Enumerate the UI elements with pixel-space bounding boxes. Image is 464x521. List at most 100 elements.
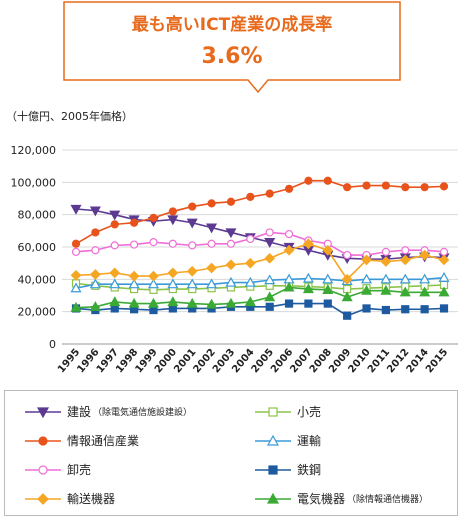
data-point (186, 265, 198, 277)
data-point (147, 278, 159, 289)
data-point (381, 305, 390, 315)
data-point (70, 204, 82, 215)
data-point (244, 276, 256, 287)
legend-item: 運輸 (255, 432, 321, 449)
data-point (420, 305, 429, 314)
legend-swatch (255, 464, 291, 475)
y-tick-label: 40,000 (18, 273, 57, 286)
data-point (130, 218, 139, 227)
data-point (439, 247, 449, 256)
y-axis-unit-label: （十億円、2005年価格） (6, 110, 133, 123)
data-point (110, 241, 119, 250)
data-point (265, 302, 274, 311)
legend-swatch (255, 434, 291, 446)
data-point (91, 246, 100, 255)
legend-swatch (25, 435, 61, 446)
data-point (186, 218, 198, 229)
data-point (343, 311, 352, 320)
data-point (89, 278, 101, 289)
data-point (264, 274, 276, 285)
data-point (109, 267, 121, 279)
legend-marker (266, 492, 280, 504)
legend-swatch (255, 492, 291, 504)
data-point (322, 244, 334, 256)
legend-marker (268, 464, 278, 475)
data-point (167, 296, 179, 307)
data-point (91, 228, 100, 237)
series-6 (70, 238, 450, 285)
series-4 (71, 228, 449, 260)
data-point (168, 207, 177, 216)
y-tick-label: 0 (49, 338, 56, 351)
data-point (420, 183, 429, 192)
y-tick-label: 80,000 (18, 209, 57, 222)
data-point (89, 301, 101, 311)
data-point (226, 197, 236, 206)
data-point (206, 223, 218, 234)
callout-title: 最も高いICT産業の成長率 (132, 14, 332, 35)
data-point (361, 254, 372, 266)
data-point (70, 269, 82, 281)
data-point (419, 273, 431, 284)
legend-item: 電気機器 （除情報通信機器） (255, 490, 428, 507)
data-point (225, 259, 237, 271)
data-point (439, 304, 449, 313)
series-5 (71, 299, 449, 320)
y-tick-label: 60,000 (18, 241, 57, 254)
legend-marker (38, 435, 48, 446)
legend-swatch (25, 464, 61, 475)
legend-swatch (25, 406, 61, 418)
data-point (225, 297, 237, 308)
data-point (380, 273, 392, 284)
data-point (206, 298, 218, 309)
data-point (304, 299, 313, 308)
data-point (304, 176, 313, 185)
data-point (246, 192, 255, 201)
legend-item: 鉄鋼 (255, 461, 321, 478)
series-line (75, 286, 444, 309)
legend-label: 運輸 (297, 434, 322, 448)
legend-marker (36, 406, 50, 418)
data-point (128, 278, 140, 289)
data-point (264, 252, 276, 264)
data-point (168, 239, 177, 248)
y-tick-label: 120,000 (11, 144, 57, 157)
legend-note: （除電気通信施設建設） (93, 408, 193, 418)
legend-label: 輸送機器 (67, 492, 116, 506)
series-line (75, 179, 445, 245)
data-point (362, 181, 371, 190)
legend-marker (38, 464, 48, 475)
legend-label: 建設 (67, 405, 92, 419)
data-point (322, 273, 334, 284)
legend-item: 建設 （除電気通信施設建設） (25, 403, 192, 420)
data-point (90, 269, 101, 280)
series-line (75, 208, 445, 260)
data-point (303, 238, 314, 250)
data-point (110, 220, 119, 229)
legend-label: 電気機器 (297, 492, 346, 506)
y-tick-label: 100,000 (11, 176, 57, 189)
data-point (186, 278, 198, 289)
y-tick-label: 20,000 (18, 306, 57, 319)
data-point (343, 250, 352, 260)
legend-item: 輸送機器 (25, 490, 115, 507)
data-point (283, 244, 295, 256)
data-point (419, 249, 430, 261)
data-point (419, 286, 431, 297)
legend-label: 卸売 (67, 463, 92, 477)
legend-marker (266, 434, 280, 446)
data-point (361, 284, 373, 295)
data-point (188, 202, 197, 211)
data-point (149, 238, 158, 247)
series-line (75, 276, 445, 290)
data-point (70, 282, 82, 293)
data-point (186, 297, 198, 308)
series-2 (71, 176, 449, 248)
data-point (380, 284, 392, 295)
data-point (207, 199, 216, 208)
legend-label: 鉄鋼 (297, 463, 322, 477)
data-point (89, 206, 101, 217)
legend-item: 情報通信産業 (25, 432, 139, 449)
data-point (109, 278, 121, 289)
legend-swatch (255, 406, 291, 417)
